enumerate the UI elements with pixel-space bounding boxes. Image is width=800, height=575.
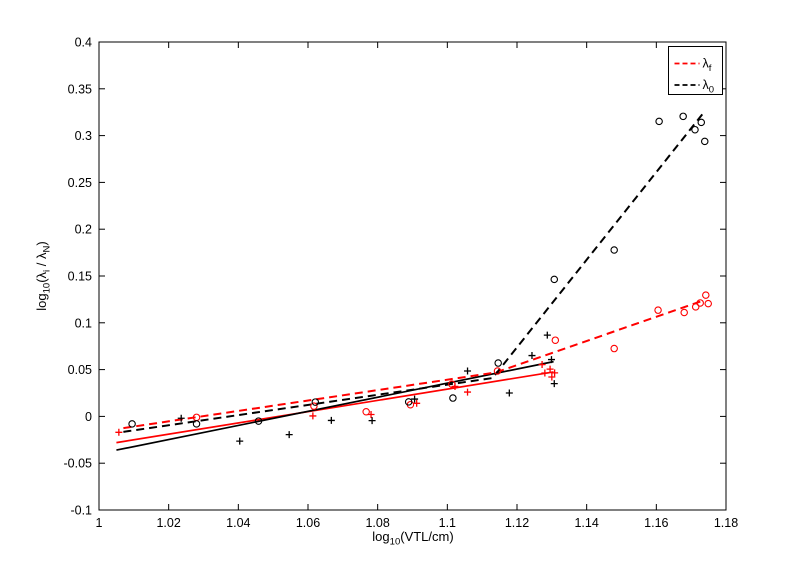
lambda-f-pluses-point xyxy=(548,373,556,381)
lambda-f-pluses-point xyxy=(367,411,375,419)
x-axis-label: log10(VTL/cm) xyxy=(372,529,453,548)
lambda-f-circles-point xyxy=(704,299,712,308)
legend-label-lambda-f: λf xyxy=(703,57,712,75)
lambda-0-pluses-point xyxy=(543,331,551,339)
lambda-0-circles-point xyxy=(550,275,559,284)
y-tick-label: 0.15 xyxy=(68,270,92,284)
lambda-f-circles-point xyxy=(362,407,370,416)
y-tick-label: 0 xyxy=(85,410,92,424)
lambda-0-circles-point xyxy=(679,112,687,121)
y-tick-label: 0.25 xyxy=(68,176,92,190)
lambda-f-pluses-point xyxy=(538,361,546,369)
y-tick-label: -0.05 xyxy=(64,457,93,471)
lambda-0-dashed-fit xyxy=(123,110,706,433)
lambda-0-pluses-point xyxy=(547,356,555,364)
legend-box xyxy=(668,46,723,95)
x-tick-label: 1.14 xyxy=(574,516,598,530)
legend-label-lambda-0: λ0 xyxy=(703,78,715,96)
lambda-f-circles-point xyxy=(551,336,560,344)
y-tick-label: 0.1 xyxy=(75,316,92,330)
lambda-0-pluses-point xyxy=(528,352,536,360)
lambda-f-circles-point xyxy=(680,308,688,317)
lambda-f-pluses-point xyxy=(309,412,317,420)
y-tick-label: 0.35 xyxy=(68,82,92,96)
y-tick-label: 0.2 xyxy=(75,223,92,237)
lambda-f-pluses-point xyxy=(546,365,554,373)
lambda-0-pluses-point xyxy=(177,414,185,422)
lambda-f-dashed-fit xyxy=(123,298,706,430)
lambda-f-circles-point xyxy=(310,402,318,410)
lambda-0-circles-point xyxy=(128,420,136,428)
lambda-0-circles-point xyxy=(192,420,201,428)
lambda-0-pluses-point xyxy=(464,367,472,375)
lambda-0-circles-point xyxy=(697,118,706,127)
lambda-f-circles-point xyxy=(493,367,502,375)
lambda-f-circles-point xyxy=(654,306,662,314)
y-tick-label: 0.3 xyxy=(75,129,92,143)
lambda-0-circles-point xyxy=(655,117,663,126)
lambda-f-circles-point xyxy=(702,291,710,299)
lambda-0-circles-point xyxy=(494,359,502,367)
lambda-f-pluses-point xyxy=(451,382,459,390)
lambda-f-circles-point xyxy=(691,303,700,311)
lambda-f-pluses-point xyxy=(413,399,421,407)
lambda-0-circles-point xyxy=(449,394,457,402)
lambda-0-circles-point xyxy=(701,137,709,146)
lambda-f-pluses-point xyxy=(541,369,549,377)
x-tick-label: 1.06 xyxy=(296,516,320,530)
lambda-f-solid-fit xyxy=(116,371,554,444)
x-tick-label: 1.12 xyxy=(505,516,529,530)
x-tick-label: 1 xyxy=(96,516,103,530)
lambda-0-circles-point xyxy=(254,417,263,425)
lambda-0-circles-point xyxy=(404,398,413,406)
lambda-0-pluses-point xyxy=(285,431,293,439)
x-tick-label: 1.1 xyxy=(439,516,456,530)
lambda-0-circles-point xyxy=(311,398,320,406)
lambda-0-solid-fit xyxy=(116,360,554,451)
x-tick-label: 1.18 xyxy=(714,516,738,530)
lambda-f-pluses-point xyxy=(115,428,123,436)
lambda-0-pluses-point xyxy=(327,416,335,424)
x-tick-label: 1.02 xyxy=(156,516,180,530)
y-tick-label: 0.4 xyxy=(75,36,92,50)
x-tick-label: 1.16 xyxy=(644,516,668,530)
lambda-0-pluses-point xyxy=(236,437,244,445)
lambda-f-pluses-point xyxy=(464,388,472,396)
lambda-f-pluses-point xyxy=(551,369,559,377)
y-tick-label: 0.05 xyxy=(68,363,92,377)
lambda-0-pluses-point xyxy=(368,417,376,425)
lambda-f-circles-point xyxy=(610,344,618,353)
lambda-0-pluses-point xyxy=(411,395,419,403)
lambda-0-circles-point xyxy=(691,125,699,134)
lambda-f-circles-point xyxy=(696,299,704,307)
y-axis-label: log10(λi / λN) xyxy=(34,241,53,310)
x-tick-label: 1.04 xyxy=(226,516,250,530)
x-tick-label: 1.08 xyxy=(365,516,389,530)
lambda-0-pluses-point xyxy=(505,389,513,397)
lambda-0-circles-point xyxy=(610,246,618,254)
lambda-0-pluses-point xyxy=(550,380,558,388)
y-tick-label: -0.1 xyxy=(70,504,92,518)
